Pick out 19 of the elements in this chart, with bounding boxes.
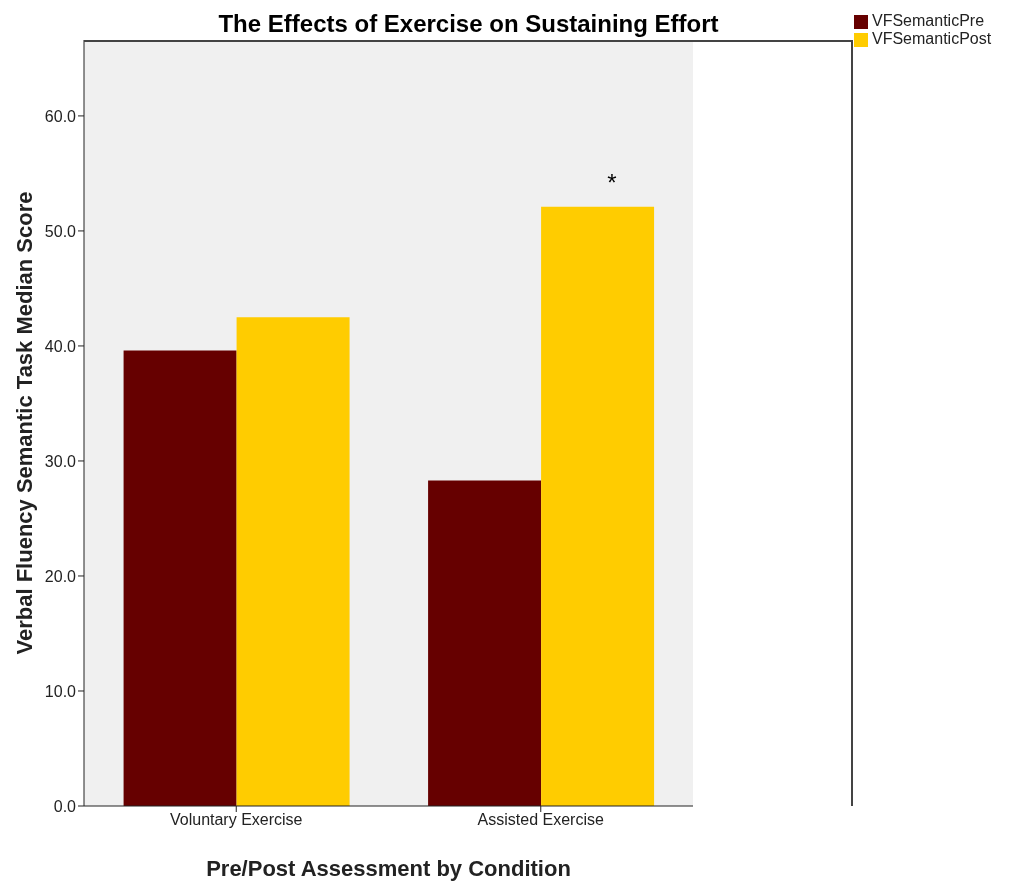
y-tick-label: 60.0: [44, 107, 77, 125]
legend-label: VFSemanticPre: [872, 12, 985, 29]
y-tick-label: 20.0: [44, 567, 77, 585]
legend-label: VFSemanticPost: [872, 30, 992, 47]
bar: [428, 480, 542, 806]
annotation: *: [607, 169, 617, 197]
y-tick-label: 40.0: [44, 337, 77, 355]
y-axis-title: Verbal Fluency Semantic Task Median Score: [11, 191, 37, 655]
y-tick-label: 50.0: [44, 222, 77, 240]
x-tick-label: Voluntary Exercise: [169, 811, 303, 829]
chart-title: The Effects of Exercise on Sustaining Effort: [217, 10, 720, 38]
x-tick-label: Assisted Exercise: [477, 811, 604, 829]
y-tick-label: 10.0: [44, 682, 77, 700]
bar: [541, 206, 655, 806]
bar: [236, 317, 350, 806]
y-tick-label: 30.0: [44, 452, 77, 470]
y-tick-label: 0.0: [53, 797, 77, 815]
bar: [123, 350, 237, 806]
x-axis-title: Pre/Post Assessment by Condition: [206, 856, 571, 881]
